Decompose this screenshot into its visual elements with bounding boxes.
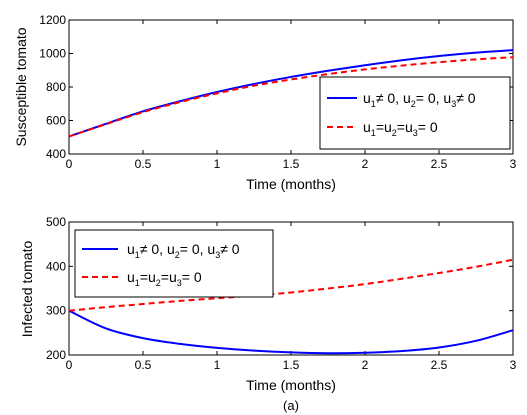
- susceptible-legend: u1≠ 0, u2= 0, u3≠ 0 u1=u2=u3= 0: [319, 76, 511, 150]
- infected-series-line-controlled: [68, 309, 514, 355]
- infected-x-tick-label: 2: [362, 358, 369, 372]
- susceptible-x-tick-label: 0.5: [135, 157, 152, 171]
- susceptible-y-tick-label: 400: [46, 147, 66, 161]
- infected-y-tick-label: 300: [46, 304, 66, 318]
- susceptible-x-tick-label: 2: [362, 157, 369, 171]
- susceptible-y-tick-label: 800: [46, 80, 66, 94]
- infected-legend-label-uncontrolled: u1=u2=u3= 0: [127, 269, 202, 288]
- susceptible-series-lines: [68, 49, 514, 138]
- figure-caption: (a): [283, 398, 299, 413]
- susceptible-x-tick-label: 1.5: [283, 157, 300, 171]
- susceptible-x-tick-label: 2.5: [431, 157, 448, 171]
- infected-series-lines: [68, 258, 514, 355]
- infected-y-tick-label: 500: [46, 215, 66, 229]
- susceptible-legend-label-uncontrolled: u1=u2=u3= 0: [363, 119, 438, 138]
- infected-series-line-uncontrolled: [68, 258, 514, 312]
- susceptible-x-axis-label: Time (months): [246, 176, 336, 192]
- susceptible-y-tick-label: 1000: [39, 47, 66, 61]
- susceptible-x-tick-label: 3: [510, 157, 517, 171]
- infected-x-tick-label: 3: [510, 358, 517, 372]
- infected-y-tick-label: 400: [46, 259, 66, 273]
- susceptible-legend-label-controlled: u1≠ 0, u2= 0, u3≠ 0: [363, 90, 476, 109]
- infected-y-axis-label: Infected tomato: [19, 241, 35, 338]
- susceptible-x-tick-label: 1: [214, 157, 221, 171]
- infected-legend-label-controlled: u1≠ 0, u2= 0, u3≠ 0: [127, 241, 240, 260]
- infected-x-tick-label: 0.5: [135, 358, 152, 372]
- susceptible-legend-box: [319, 76, 511, 150]
- susceptible-y-tick-label: 600: [46, 114, 66, 128]
- infected-legend: u1≠ 0, u2= 0, u3≠ 0 u1=u2=u3= 0: [74, 229, 274, 298]
- infected-x-tick-label: 1.5: [283, 358, 300, 372]
- susceptible-chart: 0 0.5 1 1.5 2 2.5 3 400 600 800 1000 1200 Time (mon…: [13, 13, 517, 192]
- susceptible-x-tick-label: 0: [66, 157, 73, 171]
- infected-x-axis-label: Time (months): [246, 377, 336, 393]
- infected-x-tick-label: 0: [66, 358, 73, 372]
- infected-x-tick-label: 2.5: [431, 358, 448, 372]
- susceptible-y-axis-label: Susceptible tomato: [13, 27, 29, 146]
- susceptible-series-line-controlled: [68, 49, 514, 138]
- infected-x-tick-label: 1: [214, 358, 221, 372]
- susceptible-axis-ticks: 0 0.5 1 1.5 2 2.5 3 400 600 800 1000 1200: [39, 13, 516, 171]
- infected-y-tick-label: 200: [46, 348, 66, 362]
- infected-legend-box: [74, 229, 274, 298]
- susceptible-y-tick-label: 1200: [39, 13, 66, 27]
- infected-axis-ticks: 0 0.5 1 1.5 2 2.5 3 200 300 400 500: [46, 215, 517, 372]
